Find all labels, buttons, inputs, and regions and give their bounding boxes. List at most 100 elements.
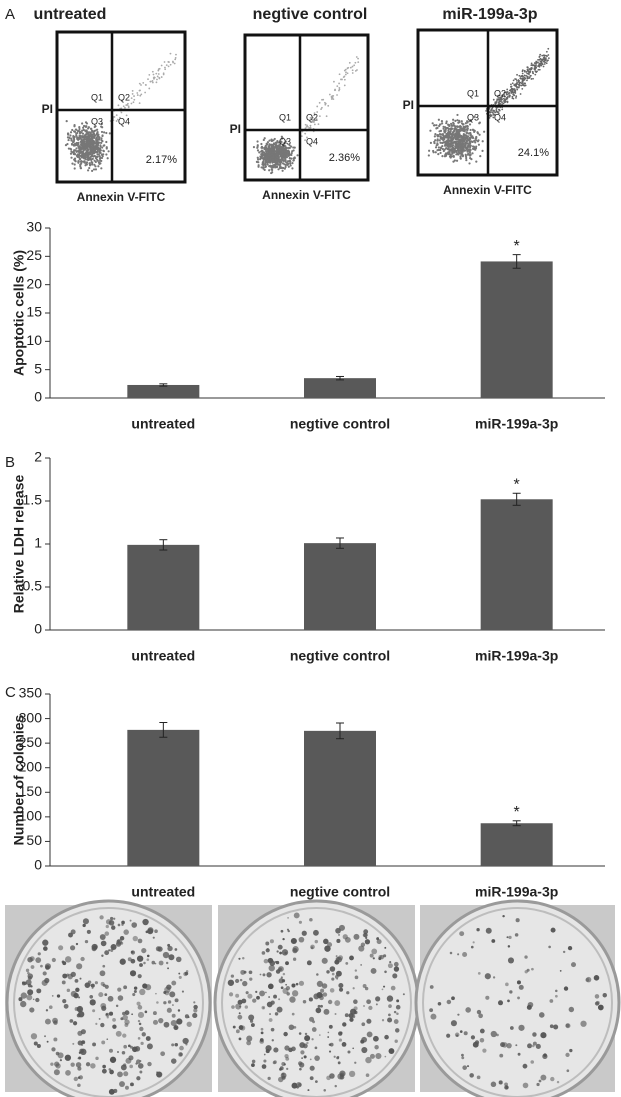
dot — [262, 158, 265, 161]
colony — [142, 983, 148, 989]
colony — [131, 922, 138, 928]
colony — [108, 1068, 112, 1071]
dot — [291, 150, 294, 153]
colony — [117, 923, 121, 927]
colony — [476, 928, 480, 932]
dot — [519, 77, 522, 80]
dot — [96, 159, 99, 162]
colony — [311, 1027, 317, 1032]
dot — [274, 160, 277, 163]
colony — [329, 988, 335, 993]
colony — [119, 936, 125, 941]
dot — [435, 144, 438, 147]
dot — [459, 140, 463, 143]
dot — [105, 140, 108, 144]
colony — [490, 1081, 497, 1088]
dot — [281, 169, 284, 172]
dot — [523, 69, 526, 72]
dot — [532, 77, 534, 80]
dot — [501, 95, 504, 98]
significance-mark: * — [514, 238, 520, 255]
colony — [110, 948, 114, 952]
dot — [278, 152, 282, 155]
dot — [453, 124, 456, 127]
y-axis-title: Relative LDH release — [11, 475, 27, 614]
colony — [485, 995, 490, 1000]
error-bar — [159, 383, 168, 387]
dot — [324, 103, 327, 106]
colony — [259, 973, 262, 976]
dot — [504, 95, 506, 98]
dot — [448, 152, 451, 155]
colony — [376, 937, 380, 940]
colony — [289, 996, 296, 1003]
dot — [138, 82, 141, 85]
dot — [260, 142, 263, 146]
y-tick-label: 0.5 — [23, 578, 43, 594]
dot — [441, 122, 444, 125]
colony — [358, 945, 365, 952]
colony — [64, 956, 72, 963]
dot — [514, 90, 517, 93]
dot — [473, 130, 476, 133]
colony — [286, 992, 290, 996]
colony — [372, 1035, 379, 1042]
dot — [325, 115, 328, 118]
x-tick-label: untreated — [131, 884, 195, 900]
colony — [550, 1076, 555, 1082]
colony — [569, 1048, 573, 1053]
dot — [516, 83, 518, 85]
colony — [462, 1065, 467, 1070]
dot — [260, 146, 263, 149]
colony — [119, 1081, 125, 1088]
colony — [459, 931, 465, 937]
colony — [43, 946, 48, 951]
bar — [127, 544, 200, 630]
colony — [246, 1040, 252, 1046]
dot — [74, 143, 77, 146]
colony — [98, 1017, 101, 1020]
dot — [266, 150, 269, 153]
colony — [430, 1013, 437, 1020]
colony — [366, 1031, 373, 1038]
dot — [140, 93, 143, 96]
colony — [320, 1004, 323, 1008]
colony — [363, 932, 368, 938]
dot — [497, 110, 499, 113]
dot — [82, 124, 86, 128]
colony — [99, 970, 106, 977]
dot — [95, 140, 98, 143]
colony — [77, 1076, 81, 1079]
dot — [97, 161, 101, 164]
dot — [522, 84, 524, 87]
colony — [390, 985, 396, 991]
colony — [346, 991, 350, 995]
colony — [284, 1045, 290, 1051]
colony — [334, 1000, 341, 1006]
colony — [389, 961, 392, 964]
dot — [152, 77, 155, 79]
colony — [129, 1064, 134, 1069]
dot — [429, 129, 432, 132]
dot — [442, 125, 445, 128]
dot — [87, 127, 90, 130]
dot — [87, 169, 90, 172]
dot — [271, 164, 275, 167]
dot — [460, 120, 463, 123]
dot — [327, 104, 330, 107]
colony — [113, 917, 116, 920]
colony — [107, 995, 114, 1002]
dot — [94, 147, 97, 151]
colony — [342, 1022, 347, 1027]
colony — [285, 983, 287, 986]
panel-label: A — [5, 6, 15, 23]
dot — [468, 120, 471, 123]
dot — [175, 53, 177, 56]
colony — [329, 1042, 334, 1047]
dot — [83, 136, 86, 139]
significance-mark: * — [514, 804, 520, 821]
colony — [309, 1065, 315, 1071]
colony — [364, 986, 369, 991]
dot — [304, 132, 307, 135]
flow-title: untreated — [34, 6, 107, 23]
